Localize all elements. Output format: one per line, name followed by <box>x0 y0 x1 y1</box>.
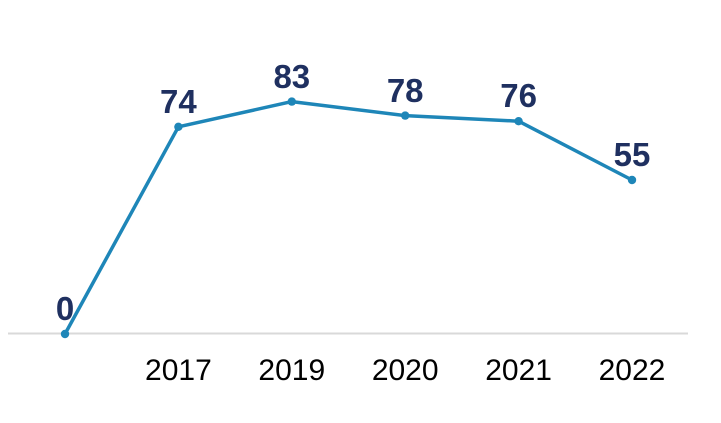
data-point <box>60 329 70 339</box>
x-tick-label: 2021 <box>485 354 552 387</box>
data-label: 83 <box>273 57 311 95</box>
data-label: 55 <box>613 136 651 173</box>
data-label: 0 <box>55 290 75 327</box>
data-point <box>514 117 523 126</box>
data-point <box>174 122 183 131</box>
x-tick-label: 2022 <box>598 354 666 387</box>
data-point <box>287 97 296 106</box>
data-label: 78 <box>386 71 424 109</box>
x-tick-label: 2019 <box>258 354 326 387</box>
data-point <box>401 111 410 120</box>
x-tick-label: 2017 <box>145 354 212 387</box>
data-label: 74 <box>160 82 197 120</box>
trend-line <box>63 99 634 336</box>
data-label: 76 <box>500 77 537 115</box>
data-point <box>627 175 637 185</box>
x-tick-label: 2020 <box>371 354 439 387</box>
